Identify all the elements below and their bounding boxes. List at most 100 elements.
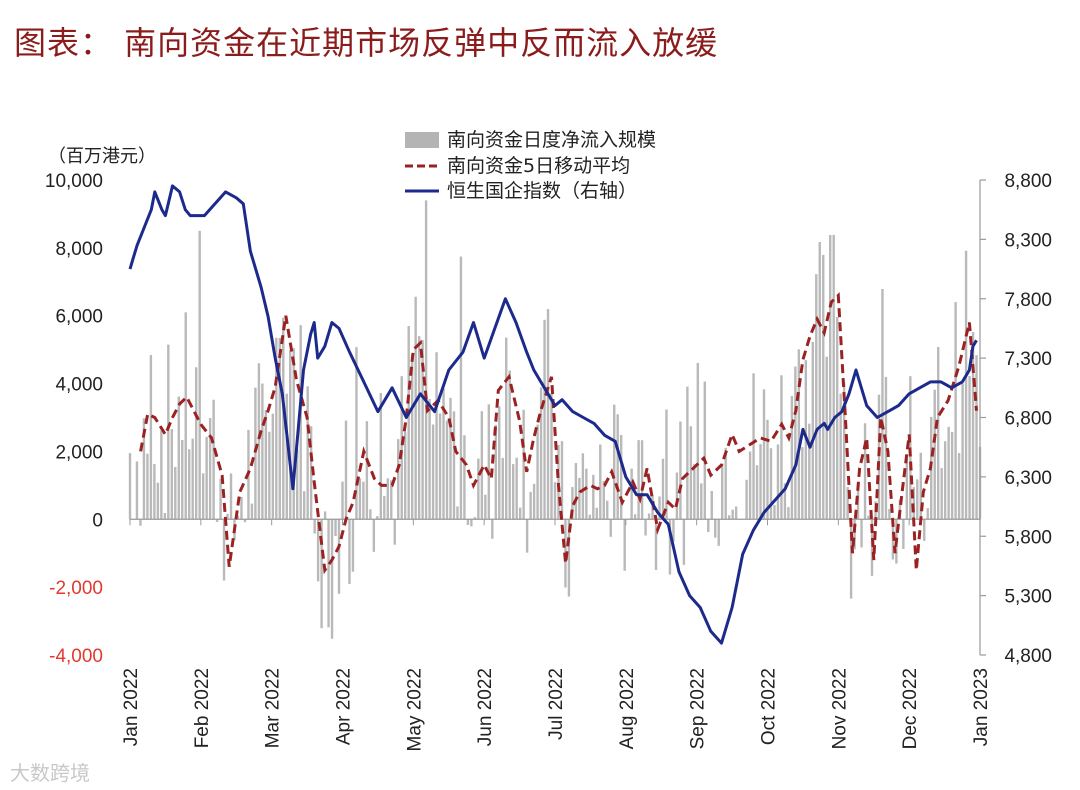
daily-flow-bar [630, 468, 633, 520]
daily-flow-bar [581, 453, 585, 520]
daily-flow-bar [846, 487, 849, 520]
left-axis-unit: （百万港元） [48, 146, 156, 167]
daily-flow-bar [219, 478, 222, 520]
daily-flow-bar [271, 413, 275, 520]
daily-flow-bar [818, 242, 821, 520]
daily-flow-bar [835, 317, 839, 520]
daily-flow-bar [313, 519, 316, 534]
daily-flow-bar [518, 507, 522, 520]
x-axis-label: Sep 2022 [688, 668, 709, 749]
daily-flow-bar [647, 513, 651, 520]
left-axis-label: 2,000 [55, 442, 103, 463]
daily-flow-bar [599, 444, 602, 520]
daily-flow-bar [947, 426, 950, 520]
daily-flow-bar [905, 457, 909, 520]
x-axis-label: Apr 2022 [334, 668, 355, 745]
daily-flow-bar [477, 458, 480, 520]
daily-flow-bar [491, 519, 494, 539]
daily-flow-bar [431, 424, 435, 520]
daily-flow-bar [226, 513, 229, 520]
daily-flow-bar [950, 431, 954, 520]
daily-flow-bar [968, 376, 971, 520]
daily-flow-bar [149, 355, 153, 520]
daily-flow-bar [191, 438, 194, 520]
x-axis-label: Jan 2023 [971, 668, 992, 746]
daily-flow-bar [780, 375, 783, 520]
daily-flow-bar [801, 447, 804, 520]
daily-flow-bar [170, 429, 174, 520]
right-axis-label: 6,300 [1004, 468, 1052, 489]
daily-flow-bar [769, 448, 773, 520]
daily-flow-bar [613, 404, 616, 520]
daily-flow-bar [644, 519, 647, 536]
daily-flow-bar [494, 424, 497, 520]
daily-flow-bar [898, 499, 902, 520]
daily-flow-bar [417, 336, 421, 520]
right-axis-label: 5,800 [1004, 527, 1052, 548]
daily-flow-bar [163, 512, 167, 520]
daily-flow-bar [473, 517, 477, 520]
daily-flow-bar [731, 509, 734, 520]
daily-flow-bar [637, 440, 640, 520]
daily-flow-bar [912, 487, 916, 520]
daily-flow-bar [421, 340, 424, 520]
daily-flow-bar [602, 480, 605, 520]
daily-flow-bar [783, 483, 787, 520]
daily-flow-bar [832, 234, 835, 520]
daily-flow-bar [309, 426, 313, 520]
daily-flow-bar [532, 483, 536, 520]
daily-flow-bar [201, 473, 205, 520]
x-axis-label: Oct 2022 [759, 668, 780, 745]
daily-flow-bar [790, 396, 794, 520]
daily-flow-bar [574, 462, 578, 520]
daily-flow-bar [135, 461, 139, 520]
daily-flow-bar [250, 503, 254, 520]
daily-flow-bar [299, 325, 302, 520]
daily-flow-bar [254, 387, 257, 520]
daily-flow-bar [822, 254, 825, 520]
daily-flow-bars [128, 200, 982, 639]
daily-flow-bar [174, 467, 177, 520]
daily-flow-bar [794, 366, 797, 520]
left-axis-label: 8,000 [55, 239, 103, 260]
daily-flow-bar [933, 389, 936, 520]
watermark: 大数跨境 [10, 761, 90, 785]
daily-flow-bar [557, 444, 560, 520]
x-axis-label: Nov 2022 [829, 668, 850, 749]
daily-flow-bar [665, 409, 668, 520]
daily-flow-bar [243, 519, 247, 523]
daily-flow-bar [658, 496, 661, 520]
daily-flow-bar [515, 457, 518, 520]
daily-flow-bar [686, 386, 689, 520]
daily-flow-bar [752, 373, 755, 520]
daily-flow-bar [616, 414, 619, 520]
left-axis-label: 4,000 [55, 375, 103, 396]
daily-flow-bar [529, 491, 532, 520]
daily-flow-bar [397, 439, 400, 520]
daily-flow-bar [160, 430, 163, 520]
daily-flow-bar [748, 451, 752, 520]
daily-flow-bar [606, 500, 609, 520]
daily-flow-bar [383, 496, 386, 520]
daily-flow-bar [296, 448, 299, 520]
daily-flow-bar [236, 515, 240, 520]
right-axis-label: 6,800 [1004, 409, 1052, 430]
daily-flow-bar [696, 362, 700, 520]
daily-flow-bar [863, 423, 867, 520]
daily-flow-bar [870, 519, 874, 576]
daily-flow-bar [619, 434, 623, 520]
daily-flow-bar [177, 396, 180, 520]
daily-flow-bar [693, 464, 696, 520]
daily-flow-bar [525, 519, 529, 553]
daily-flow-bar [734, 506, 738, 520]
legend-label: 恒生国企指数（右轴） [447, 180, 637, 202]
x-axis-label: May 2022 [404, 668, 425, 751]
daily-flow-bar [640, 440, 644, 520]
daily-flow-bar [449, 397, 452, 520]
daily-flow-bar [404, 431, 407, 520]
daily-flow-bar [787, 507, 790, 520]
daily-flow-bar [424, 200, 428, 520]
daily-flow-bar [323, 511, 327, 520]
left-axis-label: -2,000 [49, 578, 103, 599]
daily-flow-bar [184, 312, 187, 520]
